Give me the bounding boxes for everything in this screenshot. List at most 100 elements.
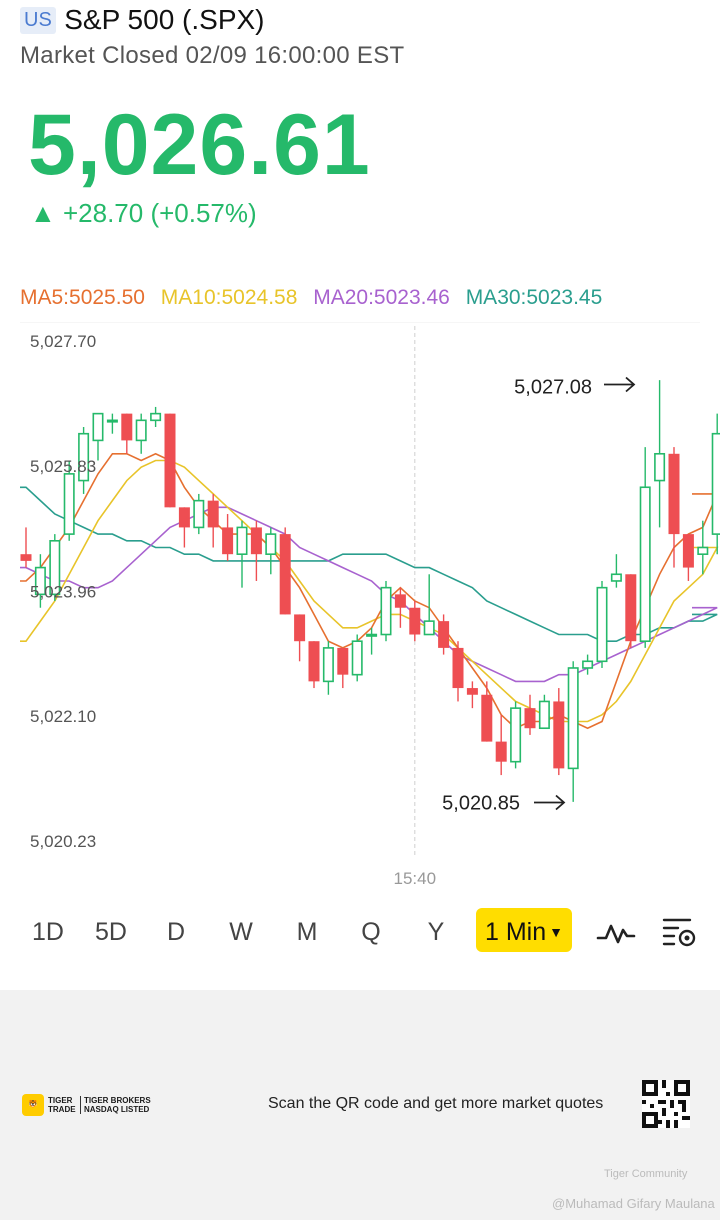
candle-body-up — [596, 586, 608, 663]
y-axis-label: 5,027.70 — [30, 332, 96, 351]
high-price-label: 5,027.08 — [514, 376, 592, 398]
ma5-legend: MA5:5025.50 — [20, 286, 145, 309]
candle-body-up — [265, 533, 277, 555]
candle-body-up — [510, 707, 522, 763]
timeframe-1min-label: 1 Min — [485, 918, 547, 946]
candle-body-up — [106, 419, 118, 423]
candle-body-down — [337, 647, 349, 675]
timeframe-bar: 1D 5D D W M Q Y 1 Min ▼ — [0, 908, 720, 962]
timeframe-quarter[interactable]: Q — [361, 918, 381, 946]
candle-body-down — [553, 701, 565, 769]
watermark-author: @Muhamad Gifary Maulana — [552, 1196, 715, 1211]
candle-body-down — [682, 534, 694, 568]
ma-legend[interactable]: MA5:5025.50 MA10:5024.58 MA20:5023.46 MA… — [20, 286, 612, 310]
candle-body-down — [409, 607, 421, 635]
high-arrow-icon — [604, 376, 636, 393]
quote-card: US S&P 500 (.SPX) Market Closed 02/09 16… — [0, 0, 720, 990]
candle-body-up — [697, 546, 709, 555]
timeframe-month[interactable]: M — [296, 918, 318, 946]
y-axis-label: 5,025.83 — [30, 457, 96, 476]
candle-body-up — [34, 566, 46, 596]
candle-body-down — [524, 708, 536, 729]
candle-body-down — [438, 621, 450, 648]
last-price: 5,026.61 — [28, 97, 371, 193]
candle-body-down — [121, 413, 133, 441]
ma10-legend: MA10:5024.58 — [160, 286, 298, 309]
candle-body-up — [351, 640, 363, 676]
tiger-logo-icon: 🐯 — [22, 1094, 44, 1116]
candle-body-up — [49, 540, 61, 596]
x-axis-label: 15:40 — [394, 869, 437, 888]
candle-body-down — [164, 413, 176, 508]
candle-body-up — [322, 647, 334, 683]
candle-body-down — [308, 641, 320, 682]
low-price-label: 5,020.85 — [442, 793, 520, 815]
candle-body-down — [495, 741, 507, 762]
brand-tiger-brokers: TIGER BROKERS NASDAQ LISTED — [84, 1096, 151, 1114]
candle-body-up — [193, 499, 205, 529]
candle-body-up — [538, 700, 550, 730]
brand-tiger-trade: TIGER TRADE — [48, 1096, 76, 1114]
price-change: ▲ +28.70 (+0.57%) — [30, 198, 257, 229]
ma30-legend: MA30:5023.45 — [465, 286, 603, 309]
watermark: Tiger Community @Muhamad Gifary Maulana — [0, 1168, 720, 1218]
candle-body-down — [20, 554, 32, 561]
candle-body-down — [178, 507, 190, 528]
price-change-value: +28.70 (+0.57%) — [62, 198, 257, 228]
ma20-line — [20, 506, 718, 683]
candle-body-up — [711, 432, 720, 535]
candle-body-down — [466, 688, 478, 695]
candle-body-up — [639, 486, 651, 643]
y-axis-label: 5,022.10 — [30, 707, 96, 726]
up-arrow-icon: ▲ — [30, 198, 56, 228]
candle-body-down — [250, 527, 262, 555]
candle-body-up — [654, 452, 666, 482]
candle-body-down — [668, 453, 680, 535]
candle-body-up — [423, 620, 435, 636]
brand-divider — [80, 1096, 81, 1114]
qr-caption: Scan the QR code and get more market quo… — [268, 1095, 604, 1112]
candle-body-down — [452, 647, 464, 689]
y-axis-label: 5,020.23 — [30, 832, 96, 851]
region-badge: US — [20, 6, 56, 34]
timeframe-1d[interactable]: 1D — [32, 918, 64, 946]
timeframe-day[interactable]: D — [166, 918, 186, 946]
chart-svg[interactable]: 5,027.70 5,025.83 5,023.96 5,022.10 5,020.23… — [0, 322, 720, 894]
ticker-name[interactable]: S&P 500 (.SPX) — [64, 4, 265, 35]
timeframe-week[interactable]: W — [229, 918, 253, 946]
candle-body-up — [92, 412, 104, 442]
candlestick-chart[interactable]: 5,027.70 5,025.83 5,023.96 5,022.10 5,020.23… — [0, 322, 720, 894]
ma30-line — [20, 486, 718, 643]
candle-body-down — [625, 574, 637, 642]
y-axis-label: 5,023.96 — [30, 582, 96, 601]
candle-body-down — [481, 694, 493, 742]
candle-body-down — [222, 527, 234, 555]
candle-body-down — [294, 614, 306, 642]
market-status: Market Closed 02/09 16:00:00 EST — [20, 42, 405, 69]
candle-body-up — [567, 667, 579, 770]
share-footer: 🐯 TIGER TRADE TIGER BROKERS NASDAQ LISTE… — [0, 1070, 720, 1150]
caret-down-icon: ▼ — [549, 924, 563, 940]
ma20-legend: MA20:5023.46 — [313, 286, 450, 309]
candle-body-up — [380, 586, 392, 636]
timeframe-1min-dropdown[interactable]: 1 Min ▼ — [476, 908, 572, 952]
ma5-line — [20, 452, 719, 730]
candle-body-up — [78, 432, 90, 482]
watermark-community: Tiger Community — [604, 1168, 688, 1180]
indicator-wave-icon[interactable] — [596, 916, 636, 948]
ma10-line — [20, 459, 719, 723]
low-arrow-icon — [534, 794, 566, 811]
candle-body-up — [63, 473, 75, 535]
qr-code-icon[interactable] — [642, 1080, 690, 1128]
candle-body-up — [150, 412, 162, 422]
chart-settings-icon[interactable] — [660, 914, 700, 950]
candle-body-up — [135, 419, 147, 442]
timeframe-year[interactable]: Y — [427, 918, 445, 946]
candle-body-down — [207, 500, 219, 528]
timeframe-5d[interactable]: 5D — [95, 918, 127, 946]
candle-body-up — [582, 660, 594, 669]
ticker-header: US S&P 500 (.SPX) — [20, 4, 265, 36]
candle-body-up — [366, 633, 378, 637]
candle-body-down — [279, 534, 291, 615]
candle-body-up — [610, 573, 622, 582]
